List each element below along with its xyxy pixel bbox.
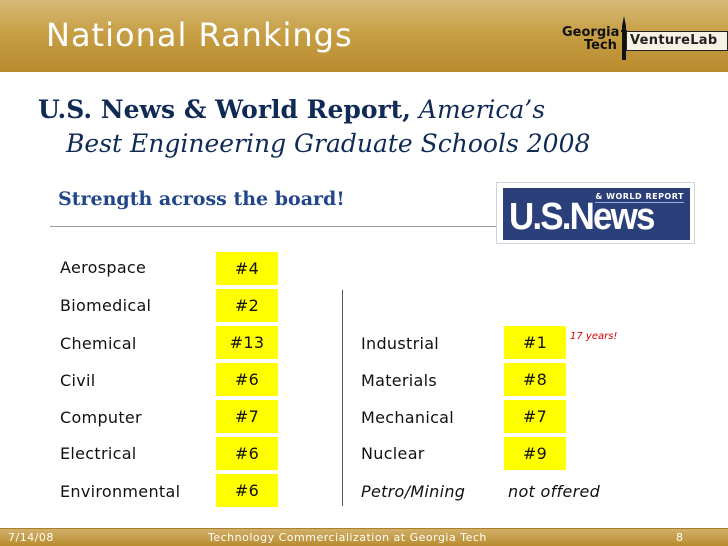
ranking-label-industrial: Industrial — [361, 334, 440, 353]
ranking-value-electrical: #6 — [216, 437, 278, 470]
footer-bar: 7/14/08 Technology Commercialization at … — [0, 528, 728, 546]
ranking-label-electrical: Electrical — [60, 444, 137, 463]
footer-title: Technology Commercialization at Georgia … — [208, 531, 487, 544]
logo-venturelab-text: VentureLab — [626, 31, 728, 51]
us-news-logo-panel: & WORLD REPORT U.S.News — [503, 188, 690, 240]
ranking-label-mechanical: Mechanical — [361, 408, 455, 427]
ranking-label-aerospace: Aerospace — [60, 258, 147, 277]
us-news-logo-main: U.S.News — [509, 196, 655, 238]
column-divider — [342, 290, 343, 506]
footer-page-number: 8 — [676, 531, 684, 544]
report-title-line1: America’s — [418, 95, 546, 124]
ranking-label-civil: Civil — [60, 371, 96, 390]
ranking-value-environmental: #6 — [216, 474, 278, 507]
ranking-value-computer: #7 — [216, 400, 278, 433]
us-news-logo-top: & WORLD REPORT — [595, 192, 684, 203]
ranking-label-materials: Materials — [361, 371, 438, 390]
us-news-logo: & WORLD REPORT U.S.News — [496, 182, 695, 244]
ranking-label-chemical: Chemical — [60, 334, 137, 353]
ranking-value-chemical: #13 — [216, 326, 278, 359]
ranking-value-petro-mining: not offered — [508, 482, 601, 501]
ranking-label-nuclear: Nuclear — [361, 444, 425, 463]
ranking-value-nuclear: #9 — [504, 437, 566, 470]
ranking-value-biomedical: #2 — [216, 289, 278, 322]
publication-title: U.S. News & World Report, America’s Best… — [38, 93, 698, 161]
industrial-note: 17 years! — [570, 331, 618, 342]
logo-tech-text: Tech — [584, 38, 617, 53]
header-bar: National Rankings Georgia Tech VentureLa… — [0, 0, 728, 72]
ranking-value-civil: #6 — [216, 363, 278, 396]
ranking-value-materials: #8 — [504, 363, 566, 396]
georgia-tech-venturelab-logo: Georgia Tech VentureLab — [556, 14, 728, 62]
footer-date: 7/14/08 — [8, 531, 54, 544]
publication-name: U.S. News & World Report, — [38, 95, 411, 124]
logo-georgia-text: Georgia — [562, 25, 620, 40]
ranking-value-industrial: #1 — [504, 326, 566, 359]
ranking-value-aerospace: #4 — [216, 252, 278, 285]
slide-title: National Rankings — [46, 16, 353, 54]
tech-tower-icon — [621, 16, 627, 60]
ranking-label-petro-mining: Petro/Mining — [361, 482, 466, 501]
ranking-value-mechanical: #7 — [504, 400, 566, 433]
ranking-label-computer: Computer — [60, 408, 142, 427]
report-title-line2: Best Engineering Graduate Schools 2008 — [66, 129, 591, 158]
ranking-label-environmental: Environmental — [60, 482, 181, 501]
subtitle-divider — [50, 226, 512, 227]
subtitle: Strength across the board! — [58, 188, 345, 210]
ranking-label-biomedical: Biomedical — [60, 296, 152, 315]
